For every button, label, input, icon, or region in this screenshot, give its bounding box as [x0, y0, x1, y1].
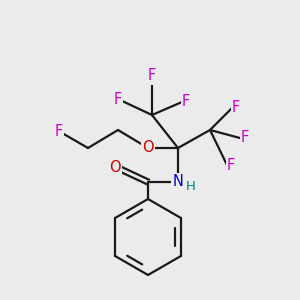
- Text: F: F: [232, 100, 240, 115]
- Text: F: F: [55, 124, 63, 140]
- Text: F: F: [148, 68, 156, 83]
- Text: O: O: [142, 140, 154, 155]
- Text: F: F: [227, 158, 235, 173]
- Text: F: F: [114, 92, 122, 107]
- Text: H: H: [186, 181, 196, 194]
- Text: N: N: [172, 175, 183, 190]
- Text: F: F: [182, 94, 190, 109]
- Text: O: O: [109, 160, 121, 175]
- Text: F: F: [241, 130, 249, 146]
